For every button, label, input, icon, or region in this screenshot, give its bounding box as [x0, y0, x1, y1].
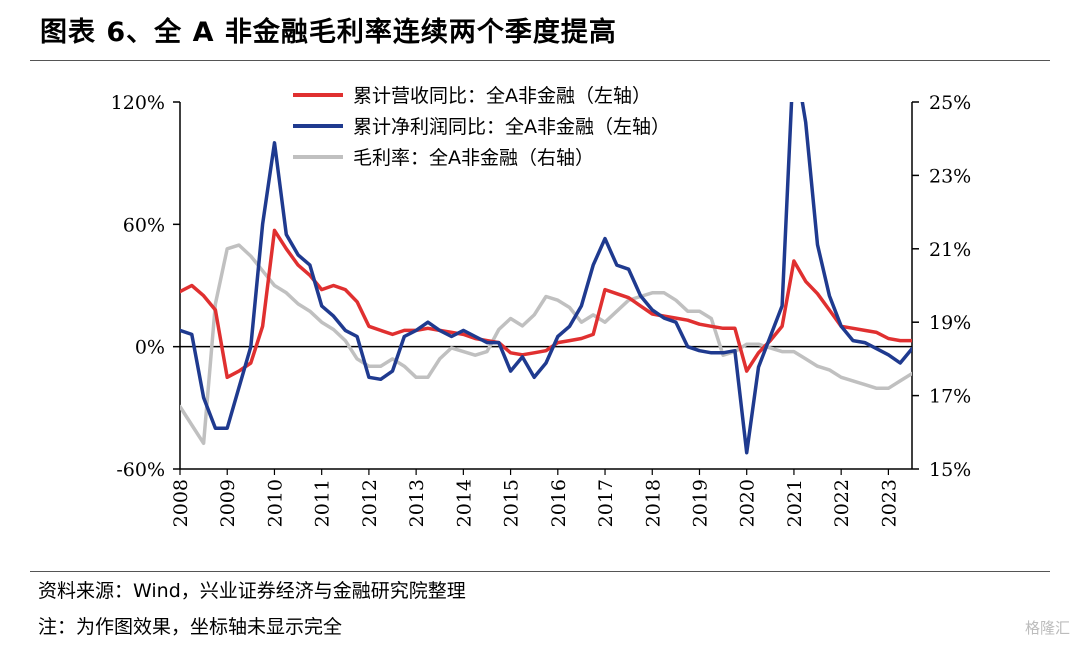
series-layer: [180, 102, 912, 455]
series-line-3: [180, 243, 912, 446]
x-tick-label: 2020: [737, 479, 759, 527]
watermark: 格隆汇: [1024, 619, 1070, 637]
left-tick-label: -60%: [116, 459, 165, 481]
legend-label-2: 累计净利润同比：全A非金融（左轴）: [353, 116, 670, 138]
footnote: 注：为作图效果，坐标轴未显示完全: [38, 616, 343, 638]
x-tick-label: 2016: [548, 479, 570, 527]
x-tick-label: 2009: [217, 479, 239, 527]
right-tick-label: 23%: [929, 165, 971, 187]
right-tick-label: 17%: [929, 386, 971, 408]
legend-label-3: 毛利率：全A非金融（右轴）: [353, 147, 594, 169]
x-tick-label: 2022: [831, 479, 853, 527]
x-tick-label: 2019: [689, 479, 711, 527]
left-tick-label: 120%: [111, 92, 165, 114]
chart-title: 图表 6、全 A 非金融毛利率连续两个季度提高: [40, 17, 617, 48]
x-tick-label: 2021: [784, 479, 806, 527]
right-tick-label: 15%: [929, 459, 971, 481]
left-tick-label: 60%: [123, 214, 165, 236]
legend: 累计营收同比：全A非金融（左轴） 累计净利润同比：全A非金融（左轴） 毛利率：全A非…: [291, 85, 670, 169]
x-tick-label: 2012: [359, 479, 381, 527]
footer-rule: [30, 571, 1050, 572]
x-tick-label: 2011: [312, 479, 334, 527]
x-tick-label: 2015: [501, 479, 523, 527]
x-tick-label: 2010: [264, 479, 286, 527]
axes-layer: 120% 60% 0% -60% 25% 23% 21% 19% 17% 15% 2008 2009 2…: [111, 92, 972, 527]
x-tick-label: 2018: [642, 479, 664, 527]
x-tick-label: 2023: [878, 479, 900, 527]
right-tick-label: 21%: [929, 239, 971, 261]
source-note: 资料来源：Wind，兴业证券经济与金融研究院整理: [38, 580, 466, 602]
x-tick-label: 2014: [453, 479, 475, 527]
series-line-1: [180, 228, 912, 380]
left-tick-label: 0%: [135, 337, 165, 359]
series-line-2: [180, 102, 912, 455]
chart: 120% 60% 0% -60% 25% 23% 21% 19% 17% 15% 2008 2009 2…: [111, 85, 972, 527]
x-tick-label: 2008: [170, 479, 192, 527]
x-tick-label: 2013: [406, 479, 428, 527]
right-tick-label: 25%: [929, 92, 971, 114]
right-tick-label: 19%: [929, 312, 971, 334]
title-rule: [30, 60, 1050, 61]
x-tick-label: 2017: [595, 479, 617, 527]
legend-label-1: 累计营收同比：全A非金融（左轴）: [353, 85, 651, 107]
